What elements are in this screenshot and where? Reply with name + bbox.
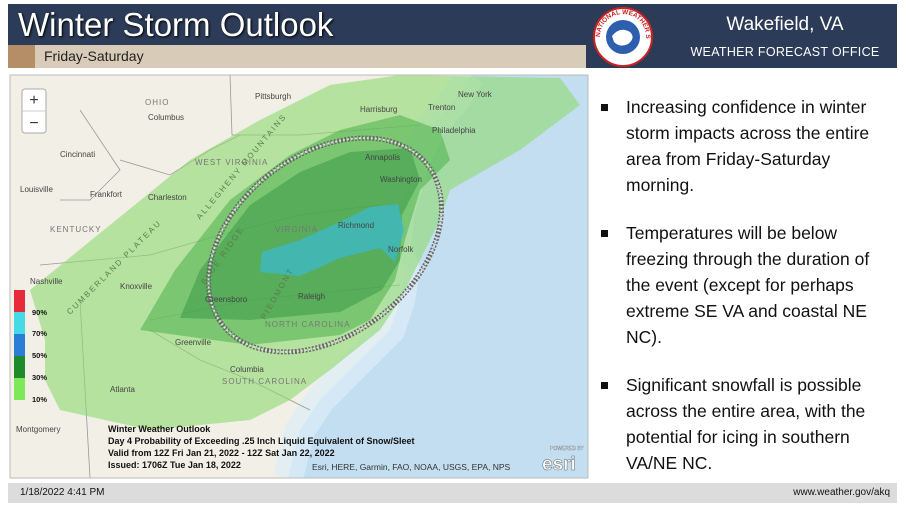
legend-swatch [14,312,25,334]
map-label: SOUTH CAROLINA [222,377,307,386]
map-label: OHIO [145,98,169,107]
zoom-control: + − [21,88,47,134]
map-label: Cincinnati [60,150,95,159]
office-name: Wakefield, VA [726,14,844,35]
map: OHIO Columbus Pittsburgh Harrisburg Tren… [9,74,589,479]
slide-title: Winter Storm Outlook [18,6,334,43]
map-label: Greenville [175,338,212,347]
map-label: Annapolis [365,153,400,162]
bullet: Increasing confidence in winter storm im… [598,94,898,198]
subtitle-bar [8,45,586,68]
esri-powered: POWERED BY [550,446,585,452]
map-label: Charleston [148,193,187,202]
map-label: Norfolk [388,245,414,254]
map-label: NORTH CAROLINA [265,320,350,329]
legend-swatch [14,290,25,312]
legend-label: 10% [32,395,47,404]
map-label: Pittsburgh [255,92,291,101]
map-label: Philadelphia [432,126,476,135]
map-label: New York [458,90,493,99]
map-caption: Issued: 1706Z Tue Jan 18, 2022 [108,460,241,470]
map-caption: Day 4 Probability of Exceeding .25 Inch … [108,436,415,446]
bullet: Temperatures will be below freezing thro… [598,220,898,350]
map-label: KENTUCKY [50,225,102,234]
legend-label: 30% [32,373,47,382]
map-label: Louisville [20,185,53,194]
map-label: Columbia [230,365,264,374]
map-frame [9,74,589,479]
subtitle-accent [8,45,35,68]
map-label: Columbus [148,113,184,122]
legend-label: 70% [32,329,47,338]
footer-date: 1/18/2022 4:41 PM [20,487,105,498]
map-label: Atlanta [110,385,135,394]
map-caption: Winter Weather Outlook [108,424,211,434]
legend-swatch [14,334,25,356]
map-label: VIRGINIA [275,225,318,234]
footer-url: www.weather.gov/akq [793,487,890,498]
prob-70 [260,204,404,276]
legend-label: 50% [32,351,47,360]
map-label: WEST VIRGINIA [195,158,268,167]
office-label: WEATHER FORECAST OFFICE [690,45,880,59]
map-label: Harrisburg [360,105,397,114]
legend-label: 90% [32,308,47,317]
map-label: Washington [380,175,422,184]
legend-swatch [14,378,25,400]
map-label: Montgomery [16,425,60,434]
bullet-list: Increasing confidence in winter storm im… [598,94,898,498]
map-caption: Valid from 12Z Fri Jan 21, 2022 - 12Z Sa… [108,448,335,458]
map-label: Richmond [338,221,374,230]
map-label: Trenton [428,103,455,112]
bullet: Significant snowfall is possible across … [598,372,898,476]
map-label: Greensboro [205,295,248,304]
zoom-out[interactable]: − [29,115,38,132]
footer-bar [8,483,897,503]
slide-subtitle: Friday-Saturday [44,48,144,64]
map-label: Knoxville [120,282,153,291]
esri-logo: esri [542,454,576,475]
prob-50 [180,148,420,320]
map-label: Frankfort [90,190,123,199]
map-attribution: Esri, HERE, Garmin, FAO, NOAA, USGS, EPA… [312,462,511,472]
map-label: Raleigh [298,292,325,301]
legend: 90% 70% 50% 30% 10% [14,290,47,404]
zoom-in[interactable]: + [29,92,38,109]
legend-swatch [14,356,25,378]
outlook-ellipse-inner [207,137,443,353]
nws-logo: NATIONAL WEATHER SERVICE [592,6,653,67]
prob-30 [140,115,450,345]
map-label: Nashville [30,277,63,286]
